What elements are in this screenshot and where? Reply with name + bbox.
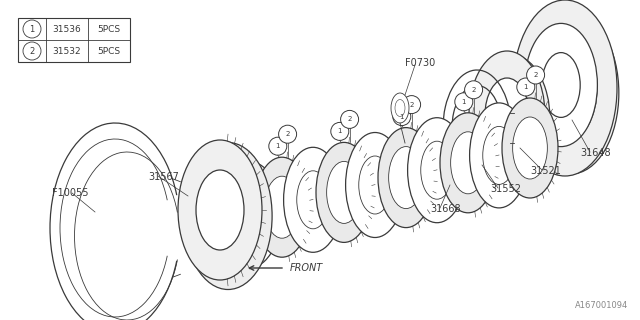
Circle shape <box>331 122 349 140</box>
Ellipse shape <box>541 43 600 143</box>
Ellipse shape <box>542 52 580 117</box>
Text: 1: 1 <box>276 143 280 149</box>
Text: FRONT: FRONT <box>290 263 323 273</box>
Circle shape <box>465 81 483 99</box>
Ellipse shape <box>196 170 244 250</box>
Text: 1: 1 <box>337 128 342 134</box>
Circle shape <box>278 125 296 143</box>
Text: 31532: 31532 <box>52 46 81 55</box>
Text: 2: 2 <box>472 87 476 93</box>
Circle shape <box>455 93 473 111</box>
Text: 31648: 31648 <box>580 148 611 158</box>
Ellipse shape <box>395 100 405 116</box>
Text: 31552: 31552 <box>490 184 521 194</box>
Ellipse shape <box>316 142 372 243</box>
Circle shape <box>269 137 287 155</box>
Ellipse shape <box>483 126 515 184</box>
Ellipse shape <box>485 78 529 152</box>
Text: 1: 1 <box>399 114 404 120</box>
Text: 2: 2 <box>410 101 414 108</box>
Ellipse shape <box>513 117 547 179</box>
Text: 5PCS: 5PCS <box>97 46 120 55</box>
Ellipse shape <box>523 12 619 174</box>
Ellipse shape <box>235 186 268 244</box>
Ellipse shape <box>440 113 496 213</box>
Text: 31536: 31536 <box>52 25 81 34</box>
Ellipse shape <box>420 141 453 199</box>
Ellipse shape <box>265 176 300 238</box>
Circle shape <box>393 108 411 126</box>
Text: 31567: 31567 <box>148 172 179 182</box>
Ellipse shape <box>513 0 617 176</box>
Text: 2: 2 <box>29 46 35 55</box>
Ellipse shape <box>378 128 434 228</box>
Text: 2: 2 <box>285 131 290 137</box>
Text: 5PCS: 5PCS <box>97 25 120 34</box>
Ellipse shape <box>470 103 529 208</box>
Text: F0730: F0730 <box>405 58 435 68</box>
Ellipse shape <box>391 93 409 123</box>
Ellipse shape <box>502 98 558 198</box>
Bar <box>18 18 130 62</box>
Ellipse shape <box>474 55 550 183</box>
Ellipse shape <box>178 140 262 280</box>
Ellipse shape <box>284 147 342 252</box>
Text: F10055: F10055 <box>52 188 88 198</box>
Ellipse shape <box>359 156 391 214</box>
Ellipse shape <box>490 82 534 156</box>
Ellipse shape <box>184 142 272 290</box>
Text: 1: 1 <box>524 84 528 90</box>
Ellipse shape <box>254 157 310 257</box>
Circle shape <box>23 20 41 38</box>
Ellipse shape <box>216 196 240 236</box>
Ellipse shape <box>326 161 362 223</box>
Ellipse shape <box>533 34 597 142</box>
Circle shape <box>340 110 358 128</box>
Ellipse shape <box>221 162 280 267</box>
Circle shape <box>23 42 41 60</box>
Ellipse shape <box>297 171 329 229</box>
Text: 2: 2 <box>348 116 352 122</box>
Circle shape <box>403 96 420 114</box>
Text: 1: 1 <box>461 99 466 105</box>
Text: 1: 1 <box>29 25 35 34</box>
Ellipse shape <box>388 147 424 209</box>
Circle shape <box>517 78 535 96</box>
Ellipse shape <box>451 132 485 194</box>
Ellipse shape <box>469 51 545 179</box>
Ellipse shape <box>408 118 467 223</box>
Text: A167001094: A167001094 <box>575 301 628 310</box>
Ellipse shape <box>525 23 597 147</box>
Text: 31521: 31521 <box>530 166 561 176</box>
Text: 31668: 31668 <box>430 204 461 214</box>
Ellipse shape <box>346 132 404 237</box>
Text: 2: 2 <box>533 72 538 78</box>
Circle shape <box>527 66 545 84</box>
